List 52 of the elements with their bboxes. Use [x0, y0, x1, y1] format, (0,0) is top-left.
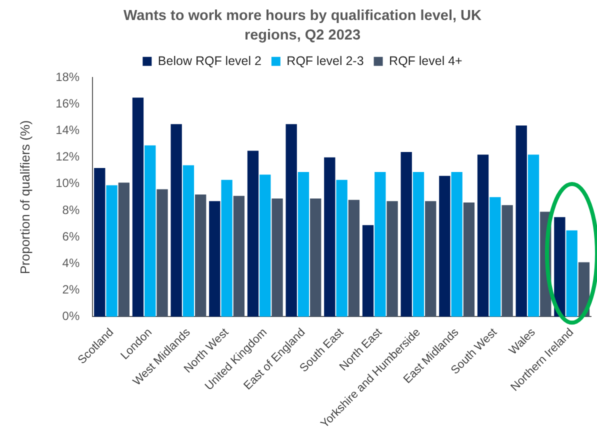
y-axis-title: Proportion of qualifiers (%): [17, 120, 32, 274]
y-tick-label: 14%: [56, 123, 80, 138]
bar: [324, 157, 336, 317]
bar: [412, 172, 424, 317]
bar: [260, 174, 271, 317]
bar: [233, 196, 245, 317]
bar: [336, 180, 348, 317]
bar: [106, 185, 118, 317]
bar: [286, 124, 297, 317]
bar: [386, 201, 398, 317]
bar: [298, 172, 310, 317]
bar: [94, 168, 106, 317]
bar: [502, 205, 513, 317]
legend-label: RQF level 2-3: [286, 54, 364, 68]
legend-label: RQF level 4+: [389, 54, 462, 68]
bar: [310, 198, 322, 317]
bar: [362, 225, 374, 317]
legend-label: Below RQF level 2: [158, 54, 262, 68]
bar: [451, 172, 462, 317]
bar: [348, 200, 360, 317]
bar: [195, 194, 206, 317]
y-tick-label: 4%: [62, 256, 80, 270]
bar: [156, 189, 168, 317]
bar: [170, 124, 182, 317]
y-tick-label: 10%: [56, 176, 80, 190]
y-tick-label: 2%: [62, 282, 80, 296]
bar: [182, 165, 194, 317]
bar: [425, 201, 436, 317]
bar: [400, 152, 412, 317]
bar: [566, 230, 578, 317]
bar: [272, 198, 283, 317]
bar: [144, 145, 156, 317]
y-tick-label: 16%: [56, 96, 80, 111]
bar: [209, 201, 220, 317]
y-tick-label: 8%: [62, 202, 80, 217]
bar: [477, 154, 489, 317]
chart-title: Wants to work more hours by qualification level, UK regions, Q2 2023: [124, 8, 482, 44]
bar: [118, 182, 130, 317]
bar: [439, 176, 450, 317]
y-tick-label: 0%: [62, 309, 80, 324]
y-tick-label: 18%: [56, 70, 80, 84]
bar: [132, 98, 144, 317]
bar: [516, 125, 527, 317]
y-tick-label: 12%: [56, 150, 80, 164]
bar: [528, 154, 540, 317]
bar: [221, 180, 232, 317]
bar: [247, 150, 259, 317]
y-tick-label: 6%: [62, 229, 80, 244]
bar: [490, 197, 501, 317]
bar: [463, 202, 475, 317]
bar: [374, 172, 386, 317]
bar: [554, 217, 566, 317]
